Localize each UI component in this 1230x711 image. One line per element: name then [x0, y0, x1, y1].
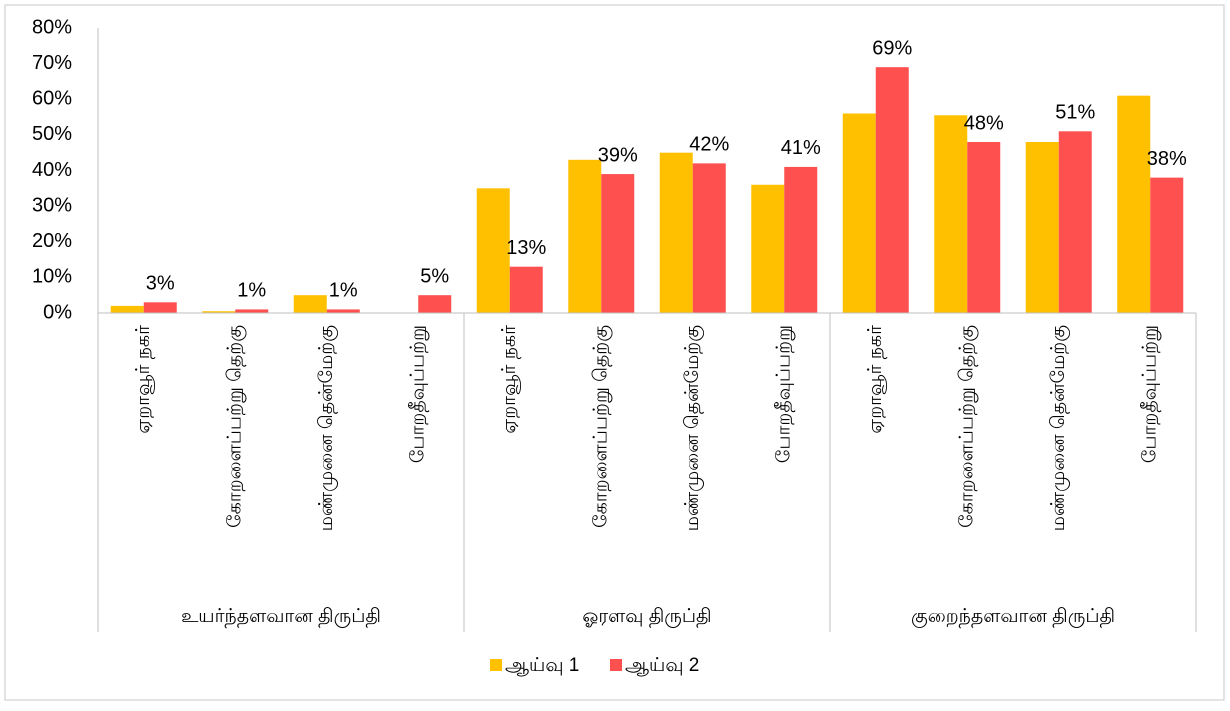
y-tick-label: 60% [32, 88, 72, 110]
bar [601, 174, 635, 313]
bar [692, 163, 726, 313]
bar [235, 309, 269, 313]
bar [1025, 142, 1059, 313]
x-tick-label: மண்முனை தென்மேற்கு [316, 325, 338, 532]
value-label: 1% [237, 280, 266, 302]
bar [293, 295, 327, 313]
value-label: 13% [506, 237, 546, 259]
bar [143, 302, 177, 313]
y-tick-label: 30% [32, 194, 72, 216]
y-tick-label: 40% [32, 159, 72, 181]
y-tick-label: 80% [32, 16, 72, 38]
value-label: 41% [781, 137, 821, 159]
group-label: உயர்ந்தளவான திருப்தி [181, 606, 381, 628]
value-label: 5% [420, 265, 449, 287]
bar [1058, 131, 1092, 313]
bar [418, 295, 452, 313]
bar [509, 266, 543, 313]
y-tick-label: 50% [32, 123, 72, 145]
bar [476, 188, 510, 313]
bar [875, 67, 909, 313]
x-tick-label: கோறளைப்பற்று தெற்கு [956, 325, 978, 528]
value-label: 48% [964, 112, 1004, 134]
bar [659, 152, 693, 313]
x-tick-label: போறதீவுப்பற்று [773, 325, 795, 463]
group-label: குறைந்தளவான திருப்தி [911, 606, 1115, 628]
bar [967, 142, 1001, 313]
bar [326, 309, 360, 313]
bar [842, 113, 876, 313]
y-tick-label: 0% [43, 301, 72, 323]
y-tick-label: 20% [32, 230, 72, 252]
value-label: 39% [598, 144, 638, 166]
y-tick-label: 10% [32, 266, 72, 288]
value-label: 42% [689, 134, 729, 156]
x-tick-label: ஏறாவூர் நகர் [865, 325, 887, 434]
bar [934, 115, 968, 313]
x-tick-label: மண்முனை தென்மேற்கு [682, 325, 704, 532]
x-tick-label: ஏறாவூர் நகர் [499, 325, 521, 434]
value-label: 1% [329, 280, 358, 302]
bar [110, 305, 144, 313]
group-label: ஓரளவு திருப்தி [582, 606, 711, 628]
x-tick-label: மண்முனை தென்மேற்கு [1048, 325, 1070, 532]
value-label: 38% [1147, 148, 1187, 170]
legend-swatch [490, 659, 502, 671]
x-tick-label: ஏறாவூர் நகர் [133, 325, 155, 434]
legend-label: ஆய்வு 1 [505, 655, 579, 676]
chart-frame [4, 4, 1225, 701]
y-tick-label: 70% [32, 52, 72, 74]
value-label: 3% [146, 273, 175, 295]
bar [1150, 177, 1184, 313]
bar [202, 311, 236, 313]
bar [784, 166, 818, 313]
x-tick-label: போறதீவுப்பற்று [407, 325, 429, 463]
bar [751, 184, 785, 313]
bar [1117, 95, 1151, 313]
value-label: 69% [872, 37, 912, 59]
legend-label: ஆய்வு 2 [625, 655, 699, 676]
x-tick-label: கோறளைப்பற்று தெற்கு [590, 325, 612, 528]
legend-swatch [610, 659, 622, 671]
bar [568, 159, 602, 313]
x-tick-label: போறதீவுப்பற்று [1139, 325, 1161, 463]
value-label: 51% [1055, 102, 1095, 124]
x-tick-label: கோறளைப்பற்று தெற்கு [224, 325, 246, 528]
